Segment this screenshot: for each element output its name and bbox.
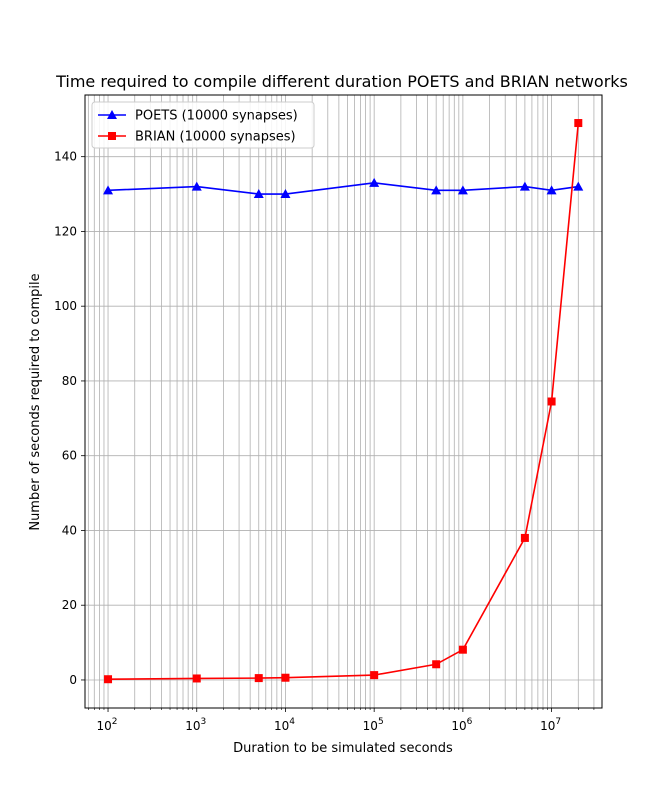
x-tick-base: 10 xyxy=(274,719,289,733)
y-tick-label: 120 xyxy=(54,224,77,238)
poets-data-point xyxy=(457,185,468,195)
poets-data-point xyxy=(103,185,114,195)
y-axis-label: Number of seconds required to compile xyxy=(28,273,43,530)
x-tick-exponent: 4 xyxy=(289,717,295,727)
series-line-brian xyxy=(108,122,580,681)
brian-data-point xyxy=(520,533,529,542)
chart-title: Time required to compile different durat… xyxy=(55,72,628,91)
y-tick-label: 0 xyxy=(69,673,77,687)
brian-data-point xyxy=(254,674,263,683)
x-tick-label: 105 xyxy=(363,717,384,733)
legend: POETS (10000 synapses) BRIAN (10000 synap… xyxy=(91,101,315,149)
legend-label-poets: POETS (10000 synapses) xyxy=(135,109,298,124)
y-tick-label: 100 xyxy=(54,299,77,313)
brian-data-point xyxy=(281,673,290,682)
x-tick-label: 106 xyxy=(451,717,472,733)
brian-data-point xyxy=(458,645,467,654)
x-tick-exponent: 7 xyxy=(555,717,561,727)
poets-data-point xyxy=(519,181,530,191)
legend-marker-brian xyxy=(108,132,116,140)
x-tick-base: 10 xyxy=(451,719,466,733)
brian-data-point xyxy=(370,671,379,680)
x-tick-exponent: 6 xyxy=(467,717,473,727)
x-tick-label: 102 xyxy=(97,717,118,733)
series-layer xyxy=(103,119,584,684)
y-tick-label: 80 xyxy=(62,374,77,388)
legend-marker-poets xyxy=(107,110,117,119)
poets-data-point xyxy=(546,185,557,195)
poets-data-point xyxy=(369,177,380,187)
poets-data-point xyxy=(253,189,264,199)
y-tick-label: 40 xyxy=(62,523,77,537)
brian-data-point xyxy=(104,675,113,684)
plot-frame xyxy=(84,94,603,709)
brian-data-point xyxy=(192,674,201,683)
minor-grid xyxy=(87,95,595,708)
poets-data-point xyxy=(191,181,202,191)
x-tick-base: 10 xyxy=(185,719,200,733)
poets-data-point xyxy=(431,185,442,195)
legend-label-brian: BRIAN (10000 synapses) xyxy=(135,130,296,145)
y-tick-label: 20 xyxy=(62,598,77,612)
y-tick-label: 60 xyxy=(62,449,77,463)
brian-data-point xyxy=(547,397,556,406)
x-tick-label: 103 xyxy=(185,717,206,733)
poets-data-point xyxy=(280,189,291,199)
brian-data-point xyxy=(432,660,441,669)
x-tick-label: 104 xyxy=(274,717,295,733)
x-tick-base: 10 xyxy=(363,719,378,733)
brian-data-point xyxy=(574,119,583,128)
x-tick-exponent: 2 xyxy=(112,717,118,727)
x-tick-base: 10 xyxy=(540,719,555,733)
series-line-poets xyxy=(107,182,579,195)
major-grid xyxy=(85,95,602,708)
x-tick-base: 10 xyxy=(97,719,112,733)
poets-data-point xyxy=(573,181,584,191)
legend-box xyxy=(91,101,315,149)
x-axis-label: Duration to be simulated seconds xyxy=(233,741,453,756)
x-tick-exponent: 3 xyxy=(201,717,207,727)
x-tick-exponent: 5 xyxy=(378,717,384,727)
x-tick-label: 107 xyxy=(540,717,561,733)
y-tick-label: 140 xyxy=(54,150,77,164)
